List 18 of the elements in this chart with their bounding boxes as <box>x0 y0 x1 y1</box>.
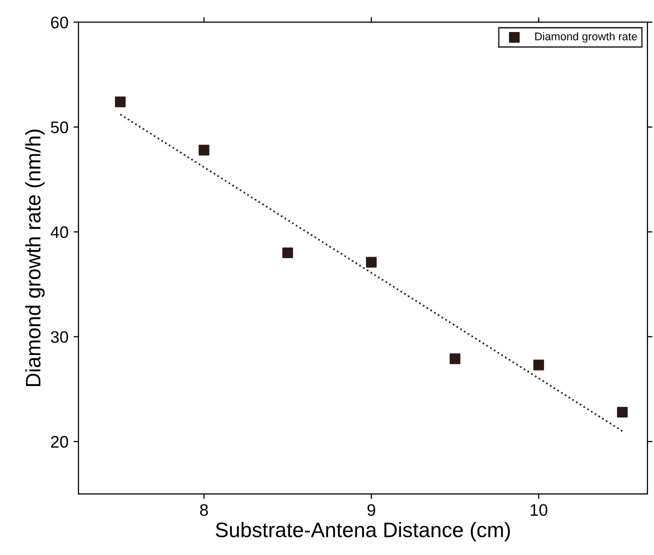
point <box>198 144 210 156</box>
point <box>617 406 628 418</box>
legend-label: Diamond growth rate <box>535 32 637 43</box>
y-tick-label: 50 <box>50 121 68 134</box>
point <box>114 96 126 108</box>
y-tick-label: 40 <box>50 226 68 238</box>
x-tick-label: 10 <box>530 504 548 516</box>
y-tick-label: 30 <box>50 331 68 343</box>
y-tick-label: 20 <box>51 436 68 448</box>
x-tick-label: 8 <box>200 504 208 516</box>
point <box>282 247 294 258</box>
point <box>450 353 460 364</box>
x-axis-title: Substrate-Antena Distance (cm) <box>216 522 510 542</box>
y-tick-label: 60 <box>51 16 68 28</box>
point <box>533 360 544 370</box>
y-axis-title: Diamond growth rate (nm/h) <box>25 130 45 386</box>
point <box>366 256 377 268</box>
x-tick-label: 9 <box>367 504 376 516</box>
